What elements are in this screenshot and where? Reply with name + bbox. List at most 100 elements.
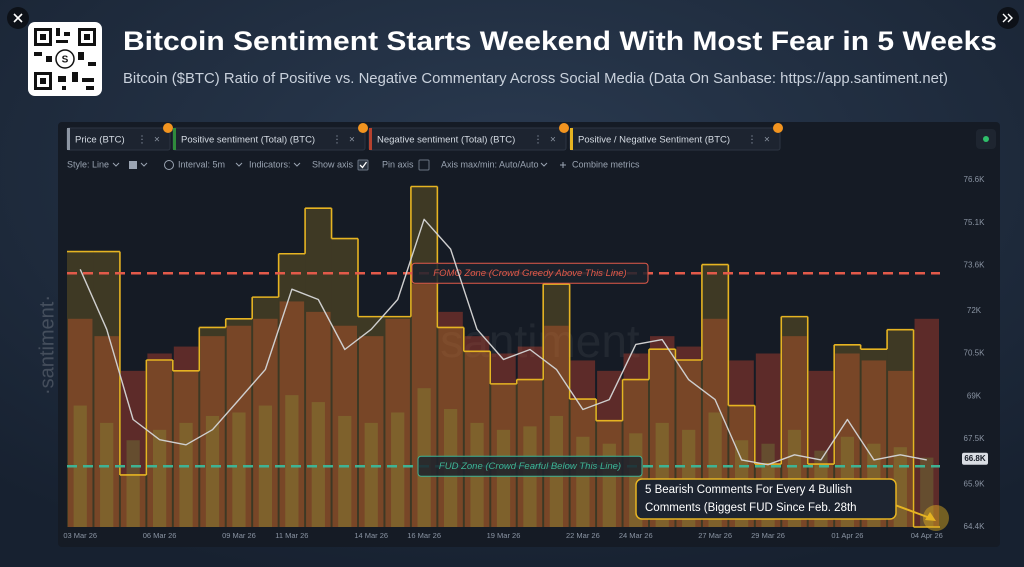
color-swatch[interactable] (129, 161, 137, 169)
x-tick-label: 04 Apr 26 (911, 531, 943, 540)
price-line (79, 218, 927, 466)
sentiment-bar (364, 422, 378, 527)
show-axis-label: Show axis (312, 159, 354, 169)
chevron (140, 162, 148, 167)
sentiment-bar (914, 318, 939, 527)
sentiment-bar (120, 370, 146, 527)
legend-label: Price (BTC) (75, 135, 125, 146)
x-tick-label: 29 Mar 26 (751, 531, 785, 540)
bitcoin-badge (358, 123, 368, 133)
y-tick-label: 75.1K (964, 218, 986, 227)
sentiment-bar (391, 412, 405, 527)
sentiment-bar (68, 318, 93, 527)
qr-code: S (28, 22, 102, 96)
sentiment-bar (179, 422, 193, 527)
ratio-step-area (543, 284, 570, 527)
y-tick-label: 73.6K (964, 260, 986, 269)
sentiment-bar (491, 353, 516, 527)
ratio-step-area (93, 251, 120, 527)
sentiment-bar (126, 440, 140, 527)
expand-button[interactable] (997, 7, 1019, 29)
axis-range-dropdown[interactable]: Axis max/min: Auto/Auto (441, 159, 539, 169)
sentiment-bar (100, 422, 114, 527)
page-subtitle: Bitcoin ($BTC) Ratio of Positive vs. Neg… (123, 70, 948, 87)
ratio-step-area (172, 370, 200, 527)
sentiment-bar (544, 325, 569, 527)
chevron (540, 162, 548, 167)
sentiment-bar (411, 284, 437, 527)
sentiment-bar (200, 336, 225, 527)
pin-axis-checkbox[interactable] (418, 159, 430, 171)
ratio-step-area (490, 383, 517, 527)
sentiment-bar (253, 318, 278, 527)
x-tick-label: 16 Mar 26 (407, 531, 441, 540)
sentiment-bar (279, 301, 305, 527)
ratio-step-area (437, 327, 464, 527)
bitcoin-badge (773, 123, 783, 133)
zone-label: FUD Zone (Crowd Fearful Below This Line) (439, 461, 621, 472)
panel-toggle[interactable] (976, 129, 996, 149)
x-tick-label: 09 Mar 26 (222, 531, 256, 540)
interval-dropdown[interactable]: Interval: 5m (178, 159, 225, 169)
ratio-step-area (146, 360, 173, 527)
legend-menu-icon: ⋮ (332, 135, 342, 146)
show-axis-checkbox[interactable] (357, 159, 369, 171)
pin-axis-label: Pin axis (382, 159, 414, 169)
close-button[interactable] (7, 7, 29, 29)
y-tick-label: 69K (967, 391, 982, 400)
x-tick-label: 11 Mar 26 (275, 531, 308, 540)
legend-swatch (173, 128, 176, 150)
ratio-step-area (463, 351, 491, 527)
sentiment-bar (173, 346, 199, 527)
callout-text: Comments (Biggest FUD Since Feb. 28th (645, 502, 857, 514)
sentiment-bar (496, 429, 511, 527)
ratio-step-area (516, 379, 544, 527)
legend-swatch (570, 128, 573, 150)
chevron (112, 162, 120, 167)
legend-menu-icon: ⋮ (747, 135, 757, 146)
indicators-dropdown[interactable]: Indicators: (249, 159, 291, 169)
sentiment-bar (338, 415, 352, 527)
plot-area: ·santiment· santiment Price (BTC) ⋮ × Positiv… (36, 123, 988, 540)
combine-metrics-button[interactable]: Combine metrics (572, 159, 640, 169)
legend-remove-icon: × (349, 135, 355, 146)
x-tick-label: 06 Mar 26 (143, 531, 177, 540)
ratio-step-area (331, 238, 358, 527)
x-tick-label: 19 Mar 26 (487, 531, 521, 540)
price-marker-label: 66.8K (964, 454, 986, 463)
sentiment-bar (597, 370, 622, 527)
page-title: Bitcoin Sentiment Starts Weekend With Mo… (123, 26, 997, 56)
x-tick-label: 14 Mar 26 (354, 531, 388, 540)
x-tick-label: 24 Mar 26 (619, 531, 653, 540)
sentiment-bar (306, 311, 331, 527)
x-tick-label: 03 Mar 26 (63, 531, 97, 540)
x-tick-label: 27 Mar 26 (698, 531, 732, 540)
style-dropdown[interactable]: Style: Line (67, 159, 109, 169)
y-tick-label: 64.4K (964, 522, 986, 531)
sentiment-bar (438, 311, 463, 527)
callout-text: 5 Bearish Comments For Every 4 Bullish (645, 484, 852, 496)
legend-menu-icon: ⋮ (533, 135, 543, 146)
svg-text:S: S (62, 55, 69, 66)
price-marker (962, 452, 988, 465)
sentiment-bar (464, 336, 490, 527)
legend-remove-icon: × (764, 135, 770, 146)
y-tick-label: 72K (967, 306, 982, 315)
ratio-step-area (305, 208, 332, 527)
callout-box (635, 478, 897, 520)
ratio-step-area (67, 251, 94, 527)
chevron (293, 162, 301, 167)
ratio-step-area (358, 316, 385, 527)
legend-remove-icon: × (154, 135, 160, 146)
callout-arrow (894, 504, 931, 519)
legend-label: Positive / Negative Sentiment (BTC) (578, 135, 730, 146)
ratio-step-area (384, 316, 411, 527)
sentiment-bar (385, 318, 410, 527)
y-tick-label: 76.6K (964, 175, 986, 184)
sentiment-bar (517, 346, 543, 527)
sentiment-bar (285, 395, 299, 527)
legend-swatch (67, 128, 70, 150)
zone-label-box (411, 262, 649, 284)
